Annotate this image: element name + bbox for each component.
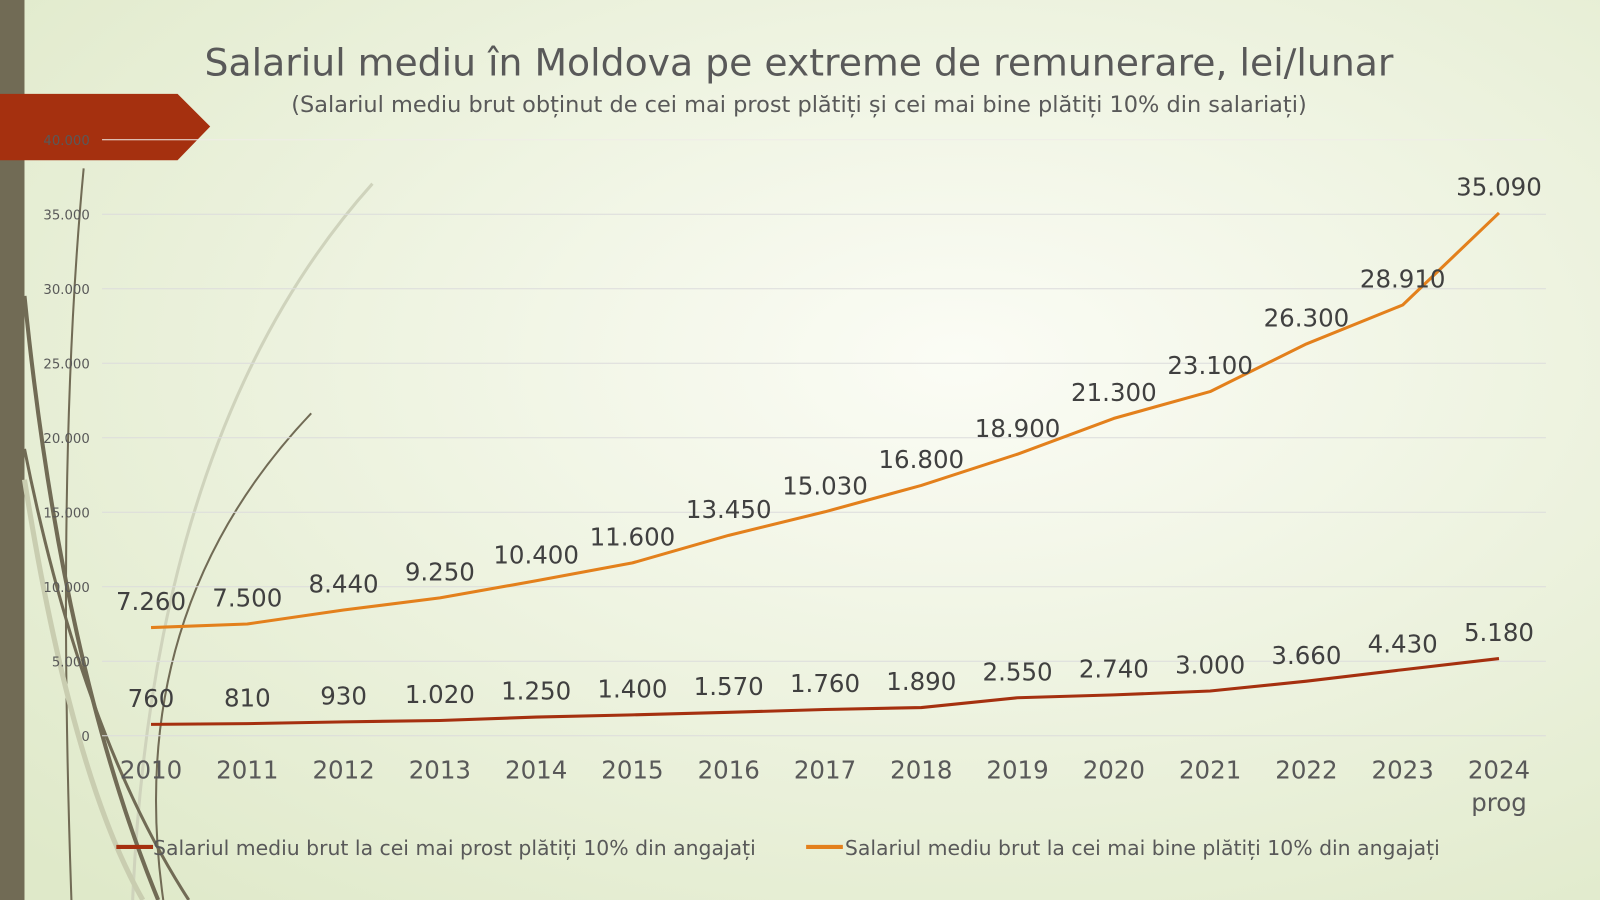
x-tick-label-line: 2020	[1083, 756, 1145, 785]
x-tick-label: 2021	[1179, 756, 1241, 785]
x-tick-label-line: 2024	[1468, 756, 1530, 785]
series-line-low	[151, 657, 1500, 726]
data-label: 810	[224, 683, 271, 712]
x-tick-label: 2020	[1083, 756, 1145, 785]
x-tick-label-line: 2013	[409, 756, 471, 785]
data-label: 21.300	[1071, 378, 1157, 407]
x-tick-label: 2019	[986, 756, 1048, 785]
y-tick-label: 15.000	[43, 506, 89, 521]
data-label: 26.300	[1264, 304, 1350, 333]
y-tick-label: 30.000	[43, 283, 89, 298]
data-label: 1.250	[501, 677, 571, 706]
data-label: 2.550	[983, 657, 1053, 686]
y-tick-label: 10.000	[43, 581, 89, 596]
data-label: 930	[320, 682, 367, 711]
data-label: 760	[128, 684, 175, 713]
series-lines	[150, 211, 1501, 726]
x-tick-label: 2011	[216, 756, 278, 785]
data-label: 5.180	[1464, 618, 1534, 647]
data-label: 1.400	[597, 675, 667, 704]
data-label: 35.090	[1456, 173, 1542, 202]
x-tick-label-line: 2011	[216, 756, 278, 785]
data-label: 7.500	[212, 584, 282, 613]
x-tick-label-line: 2010	[120, 756, 182, 785]
x-tick-label: 2014	[505, 756, 567, 785]
x-tick-label: 2016	[698, 756, 760, 785]
data-label: 8.440	[309, 570, 379, 599]
y-tick-label: 0	[81, 730, 89, 745]
x-tick-label-line: 2015	[601, 756, 663, 785]
data-label: 1.020	[405, 680, 475, 709]
x-tick-label-line: 2019	[986, 756, 1048, 785]
data-label: 1.760	[790, 669, 860, 698]
chart-title: Salariul mediu în Moldova pe extreme de …	[205, 41, 1394, 85]
data-label: 18.900	[975, 414, 1061, 443]
data-label: 4.430	[1368, 629, 1438, 658]
x-tick-label-line: 2022	[1275, 756, 1337, 785]
x-tick-label-line: 2012	[312, 756, 374, 785]
decorative-curves	[21, 168, 374, 900]
y-tick-label: 40.000	[43, 134, 89, 149]
x-tick-label: 2010	[120, 756, 182, 785]
x-tick-label-line: 2021	[1179, 756, 1241, 785]
x-tick-label: 2018	[890, 756, 952, 785]
data-label: 28.910	[1360, 265, 1446, 294]
title-accent-arrow	[0, 93, 211, 161]
data-label: 7.260	[116, 587, 186, 616]
x-tick-label: 2022	[1275, 756, 1337, 785]
data-labels: 760 810 930 1.020 1.250 1.400 1.570 1.760 1.890 2…	[116, 173, 1542, 713]
data-label: 1.890	[886, 667, 956, 696]
y-tick-label: 35.000	[43, 208, 89, 223]
data-label: 13.450	[686, 495, 772, 524]
data-label: 3.660	[1271, 641, 1341, 670]
x-tick-label: 2023	[1372, 756, 1434, 785]
data-label: 11.600	[590, 523, 676, 552]
series-line-high	[150, 211, 1501, 630]
legend-label-low: Salariul mediu brut la cei mai prost plă…	[153, 836, 756, 860]
data-label: 3.000	[1175, 651, 1245, 680]
x-tick-label-line: prog	[1471, 788, 1527, 817]
data-label: 16.800	[878, 445, 964, 474]
x-tick-label-line: 2023	[1372, 756, 1434, 785]
data-label: 23.100	[1167, 351, 1253, 380]
data-label: 1.570	[694, 672, 764, 701]
data-label: 9.250	[405, 558, 475, 587]
legend: Salariul mediu brut la cei mai prost plă…	[116, 836, 1440, 860]
legend-label-high: Salariul mediu brut la cei mai bine plăt…	[845, 836, 1440, 860]
x-tick-label: 2024 prog	[1468, 756, 1530, 818]
gridlines	[102, 139, 1546, 737]
x-tick-label: 2017	[794, 756, 856, 785]
x-axis-ticks: 2010 2011 2012 2013 2014 2015 2016 2017 2018 2019…	[120, 756, 1530, 818]
x-tick-label: 2015	[601, 756, 663, 785]
data-label: 10.400	[493, 540, 579, 569]
y-tick-label: 25.000	[43, 357, 89, 372]
data-label: 15.030	[782, 471, 868, 500]
y-tick-label: 5.000	[52, 655, 90, 670]
x-tick-label: 2013	[409, 756, 471, 785]
x-tick-label-line: 2016	[698, 756, 760, 785]
x-tick-label: 2012	[312, 756, 374, 785]
x-tick-label-line: 2018	[890, 756, 952, 785]
chart-subtitle: (Salariul mediu brut obținut de cei mai …	[291, 92, 1307, 118]
y-tick-label: 20.000	[43, 432, 89, 447]
x-tick-label-line: 2017	[794, 756, 856, 785]
data-label: 2.740	[1079, 655, 1149, 684]
y-axis-ticks: 0 5.000 10.000 15.000 20.000 25.000 30.000 35.0…	[43, 134, 89, 745]
x-tick-label-line: 2014	[505, 756, 567, 785]
